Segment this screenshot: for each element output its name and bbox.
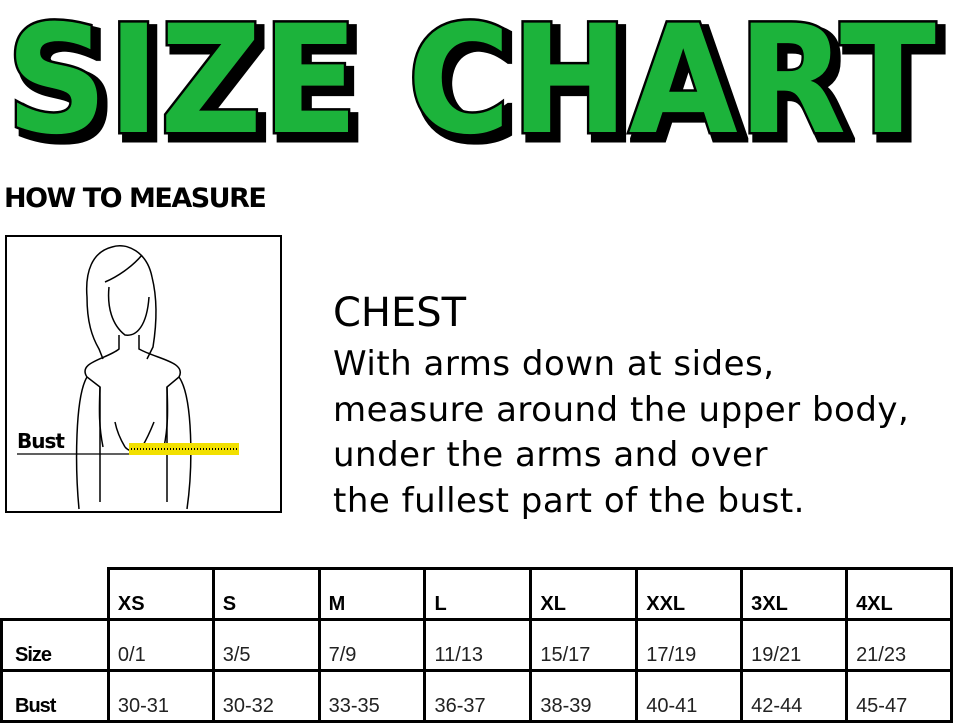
table-cell: 30-32: [211, 669, 321, 723]
size-chart-title: SIZE CHART: [4, 0, 939, 150]
table-header-row: XS S M L XL XXL 3XL 4XL: [1, 567, 953, 621]
instruction-line: under the arms and over: [333, 435, 768, 475]
table-row: Size 0/1 3/5 7/9 11/13 15/17 17/19 19/21…: [0, 618, 953, 672]
column-header: 3XL: [740, 567, 849, 621]
table-cell: 19/21: [740, 618, 849, 672]
woman-figure-icon: [17, 245, 239, 510]
how-to-measure-heading: HOW TO MEASURE: [4, 183, 267, 214]
instruction-line: measure around the upper body,: [333, 389, 910, 430]
chest-instructions: With arms down at sides, measure around …: [333, 342, 909, 524]
instruction-line: the fullest part of the bust.: [333, 480, 805, 521]
table-row: Bust 30-31 30-32 33-35 36-37 38-39 40-41…: [0, 669, 953, 723]
bust-measure-illustration: Bust: [5, 235, 282, 513]
column-header: XS: [106, 567, 215, 621]
chest-heading: CHEST: [333, 290, 467, 336]
row-header: Size: [0, 618, 110, 672]
table-cell: 33-35: [317, 669, 427, 723]
table-cell: 3/5: [211, 618, 321, 672]
column-header: XL: [529, 567, 639, 621]
table-cell: 36-37: [423, 669, 533, 723]
table-cell: 0/1: [106, 618, 215, 672]
table-cell: 40-41: [635, 669, 744, 723]
table-cell: 11/13: [423, 618, 533, 672]
title-text: SIZE CHART: [6, 0, 936, 150]
instruction-line: With arms down at sides,: [333, 344, 775, 384]
table-cell: 30-31: [106, 669, 215, 723]
table-cell: 45-47: [845, 669, 953, 723]
table-cell: 42-44: [740, 669, 849, 723]
column-header: S: [211, 567, 321, 621]
table-cell: 17/19: [635, 618, 744, 672]
column-header: L: [423, 567, 533, 621]
table-corner: [1, 568, 110, 621]
table-cell: 38-39: [529, 669, 639, 723]
row-header: Bust: [0, 669, 110, 723]
column-header: XXL: [635, 567, 744, 621]
column-header: 4XL: [845, 567, 953, 621]
size-table: XS S M L XL XXL 3XL 4XL Size 0/1 3/5 7/9…: [0, 567, 953, 723]
table-cell: 7/9: [317, 618, 427, 672]
bust-label: Bust: [17, 429, 65, 453]
table-cell: 15/17: [529, 618, 639, 672]
column-header: M: [317, 567, 427, 621]
table-cell: 21/23: [845, 618, 953, 672]
measuring-tape-icon: [129, 443, 239, 455]
